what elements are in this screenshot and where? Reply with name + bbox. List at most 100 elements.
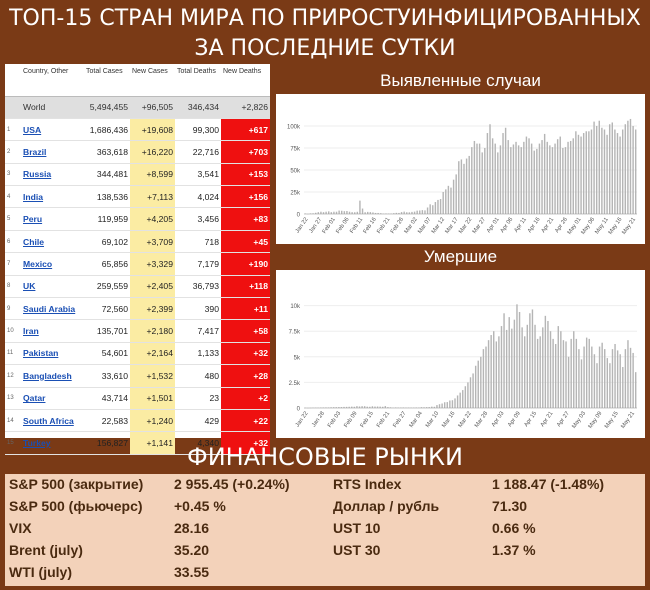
x-tick-label: Apr 21 — [540, 411, 555, 428]
bar — [534, 324, 536, 408]
country-link[interactable]: USA — [21, 118, 84, 142]
col-new-cases[interactable]: New Cases — [130, 64, 175, 97]
bar — [433, 406, 436, 408]
country-link[interactable]: Qatar — [21, 387, 84, 410]
country-link[interactable]: Mexico — [21, 252, 84, 276]
new-deaths: +617 — [221, 118, 270, 142]
cases-chart: 0 25k 50k 75k 100k Jan 22 Jan 27 Feb 01 Feb 06 Fe… — [276, 94, 645, 244]
new-cases: +8,599 — [130, 163, 175, 187]
market-label: S&P 500 (фьючерс) — [9, 498, 143, 514]
bar — [480, 356, 482, 408]
bar — [544, 315, 547, 408]
bar — [554, 143, 556, 214]
x-tick-label: Feb 27 — [392, 411, 407, 429]
bar — [593, 121, 595, 214]
country-link[interactable]: South Africa — [21, 409, 84, 433]
bar — [624, 349, 627, 408]
col-total-cases[interactable]: Total Cases — [84, 64, 130, 97]
bar — [408, 212, 411, 214]
x-tick-label: Mar 27 — [472, 217, 487, 235]
bar — [436, 405, 438, 408]
row-num: 14 — [5, 409, 21, 433]
market-value: 1.37 % — [492, 542, 536, 558]
bar — [611, 349, 614, 408]
bar — [559, 136, 561, 214]
col-country[interactable]: Country, Other — [21, 64, 84, 97]
bar — [616, 350, 619, 408]
col-total-deaths[interactable]: Total Deaths — [175, 64, 221, 97]
bar — [314, 212, 317, 214]
bar — [512, 144, 515, 214]
bar — [389, 407, 392, 408]
table-row: 14 South Africa 22,583 +1,240 429 +22 — [5, 409, 270, 433]
x-tick-label: Mar 16 — [441, 411, 456, 429]
bar — [567, 356, 570, 408]
bar — [476, 143, 478, 214]
bar — [467, 382, 469, 408]
bar — [609, 363, 611, 408]
country-link[interactable]: Iran — [21, 319, 84, 343]
total-deaths: 3,541 — [175, 163, 221, 187]
bar — [411, 211, 413, 214]
market-value: 71.30 — [492, 498, 528, 514]
x-tick-label: May 09 — [588, 411, 604, 430]
country-link[interactable]: Saudi Arabia — [21, 297, 84, 321]
bar — [387, 407, 389, 408]
bar — [471, 147, 473, 214]
bar — [459, 392, 461, 408]
total-deaths: 23 — [175, 387, 221, 410]
country-link[interactable]: Russia — [21, 163, 84, 187]
bar — [317, 212, 320, 214]
bar — [424, 210, 426, 214]
y-tick-label: 0 — [297, 213, 301, 219]
bar — [371, 406, 374, 408]
bar — [462, 390, 464, 408]
total-cases: 259,559 — [84, 275, 130, 299]
bar — [531, 309, 534, 408]
bar — [500, 326, 503, 408]
bar — [520, 147, 522, 214]
bar — [455, 174, 457, 214]
country-link[interactable]: Peru — [21, 207, 84, 231]
bar — [528, 138, 530, 214]
bar — [562, 340, 565, 408]
new-cases: +3,709 — [130, 230, 175, 254]
bar — [354, 212, 356, 214]
table-row: 2 Brazil 363,618 +16,220 22,716 +703 — [5, 140, 270, 164]
table-row: 4 India 138,536 +7,113 4,024 +156 — [5, 185, 270, 209]
deaths-chart: 0 2.5k 5k 7.5k 10k Jan 22 Jan 28 Feb 03 Feb 09 Fe… — [276, 270, 645, 438]
bar — [456, 395, 459, 408]
new-deaths: +32 — [221, 431, 270, 455]
bar — [541, 140, 543, 214]
country-link[interactable]: Pakistan — [21, 342, 84, 366]
country-link[interactable]: Brazil — [21, 140, 84, 164]
bar — [580, 359, 583, 408]
country-name: World — [21, 96, 84, 119]
bar — [330, 407, 332, 408]
new-cases: +1,240 — [130, 409, 175, 433]
country-link[interactable]: Chile — [21, 230, 84, 254]
market-value: 1 188.47 (-1.48%) — [492, 476, 605, 492]
bar — [348, 211, 351, 214]
country-link[interactable]: Bangladesh — [21, 364, 84, 388]
total-deaths: 36,793 — [175, 275, 221, 299]
bar — [465, 158, 468, 214]
col-new-deaths[interactable]: New Deaths — [221, 64, 270, 97]
bar — [573, 331, 575, 408]
market-label: Brent (july) — [9, 542, 83, 558]
bar — [351, 212, 353, 214]
bar — [481, 152, 483, 214]
x-tick-label: Apr 03 — [491, 411, 506, 428]
table-row: 8 UK 259,559 +2,405 36,793 +118 — [5, 275, 270, 299]
x-tick-label: Jan 28 — [311, 411, 326, 429]
bar — [330, 212, 333, 214]
country-link[interactable]: Turkey — [21, 431, 84, 455]
country-link[interactable]: India — [21, 185, 84, 209]
new-cases: +7,113 — [130, 185, 175, 209]
country-link[interactable]: UK — [21, 275, 84, 299]
new-cases: +96,505 — [130, 96, 175, 119]
bar — [596, 363, 598, 408]
bar — [490, 335, 492, 408]
bar — [627, 120, 629, 214]
